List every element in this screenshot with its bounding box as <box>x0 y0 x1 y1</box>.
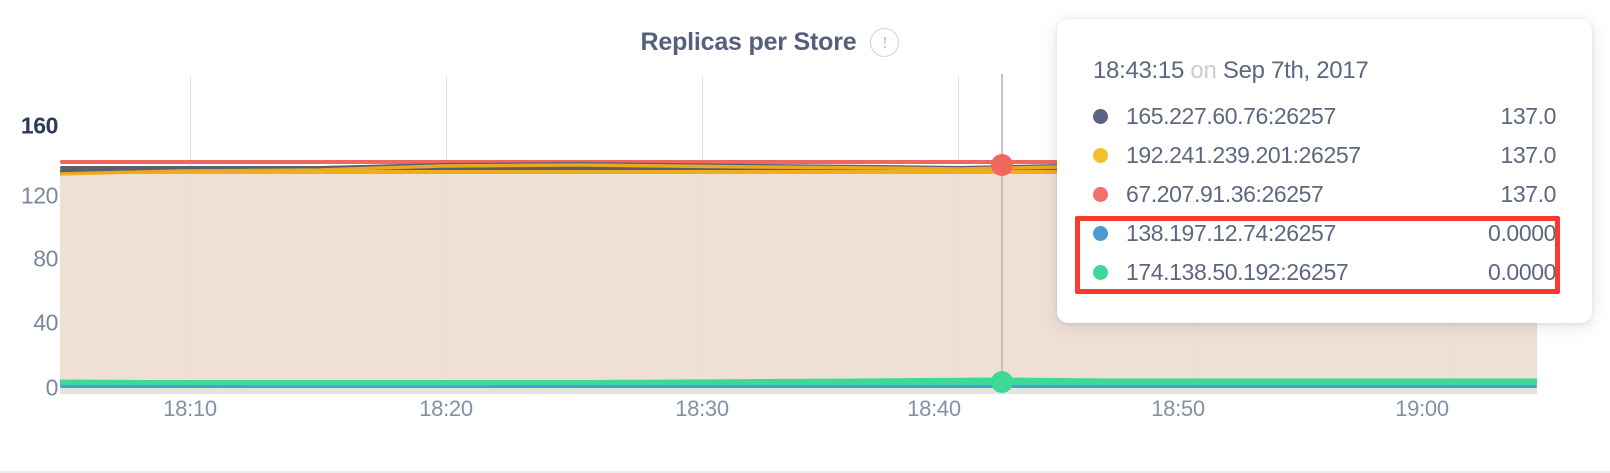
x-axis-tick-1850: 18:50 <box>1151 396 1205 421</box>
y-axis-tick-40: 40 <box>33 309 58 336</box>
tooltip-row-value: 137.0 <box>1500 181 1556 207</box>
tooltip-on-word: on <box>1190 57 1217 84</box>
tooltip-row-value: 137.0 <box>1500 103 1556 129</box>
gridline-x-1820 <box>446 76 447 388</box>
tooltip-row-165-227-60-76: 165.227.60.76:26257 137.0 <box>1093 97 1556 136</box>
tooltip-row-67-207-91-36: 67.207.91.36:26257 137.0 <box>1093 175 1556 214</box>
gridline-x-1830 <box>702 76 703 388</box>
tooltip-row-label: 138.197.12.74:26257 <box>1126 220 1336 246</box>
tooltip-timestamp: 18:43:15 on Sep 7th, 2017 <box>1093 57 1556 85</box>
x-axis-tick-1810: 18:10 <box>163 396 217 421</box>
x-axis-tick-1830: 18:30 <box>675 396 729 421</box>
x-axis-tick-1900: 19:00 <box>1395 396 1449 421</box>
hover-cursor-line <box>1001 74 1003 388</box>
series-line-138-197-12-74 <box>60 384 1537 388</box>
tooltip-row-label: 174.138.50.192:26257 <box>1126 259 1349 285</box>
gridline-x-1810 <box>190 76 191 388</box>
tooltip-row-192-241-239-201: 192.241.239.201:26257 137.0 <box>1093 136 1556 175</box>
tooltip-row-value: 0.0000 <box>1488 259 1556 285</box>
page-divider <box>0 471 1610 473</box>
legend-dot-icon <box>1093 109 1108 124</box>
x-axis-tick-1840: 18:40 <box>907 396 961 421</box>
y-axis-tick-120: 120 <box>20 182 59 209</box>
gridline-x-1840 <box>958 76 959 388</box>
series-area-fill-low <box>60 388 1537 394</box>
series-line-192-241-239-201 <box>60 170 1537 174</box>
data-point-marker-red[interactable] <box>991 154 1013 176</box>
tooltip-row-label: 67.207.91.36:26257 <box>1126 181 1324 207</box>
tooltip-row-label: 165.227.60.76:26257 <box>1126 103 1336 129</box>
y-axis-tick-160: 160 <box>20 112 59 139</box>
tooltip-date: Sep 7th, 2017 <box>1222 57 1369 84</box>
legend-dot-icon <box>1093 226 1108 241</box>
legend-dot-icon <box>1093 265 1108 280</box>
page-title: Replicas per Store <box>640 28 857 56</box>
tooltip-series-list: 165.227.60.76:26257 137.0 192.241.239.20… <box>1093 97 1556 292</box>
exclamation-circle-icon[interactable]: ! <box>870 28 900 57</box>
tooltip-row-value: 137.0 <box>1500 142 1556 168</box>
series-line-67-207-91-36 <box>60 160 1537 164</box>
y-axis-tick-80: 80 <box>33 245 58 272</box>
x-axis-tick-1820: 18:20 <box>419 396 473 421</box>
legend-dot-icon <box>1093 187 1108 202</box>
y-axis-tick-0: 0 <box>45 374 59 401</box>
tooltip-row-label: 192.241.239.201:26257 <box>1126 142 1361 168</box>
legend-dot-icon <box>1093 148 1108 163</box>
data-point-marker-green[interactable] <box>991 371 1013 393</box>
tooltip-row-138-197-12-74: 138.197.12.74:26257 0.0000 <box>1093 214 1556 253</box>
chart-tooltip: 18:43:15 on Sep 7th, 2017 165.227.60.76:… <box>1057 19 1592 323</box>
tooltip-row-value: 0.0000 <box>1488 220 1556 246</box>
tooltip-row-174-138-50-192: 174.138.50.192:26257 0.0000 <box>1093 253 1556 292</box>
tooltip-time: 18:43:15 <box>1093 57 1185 84</box>
